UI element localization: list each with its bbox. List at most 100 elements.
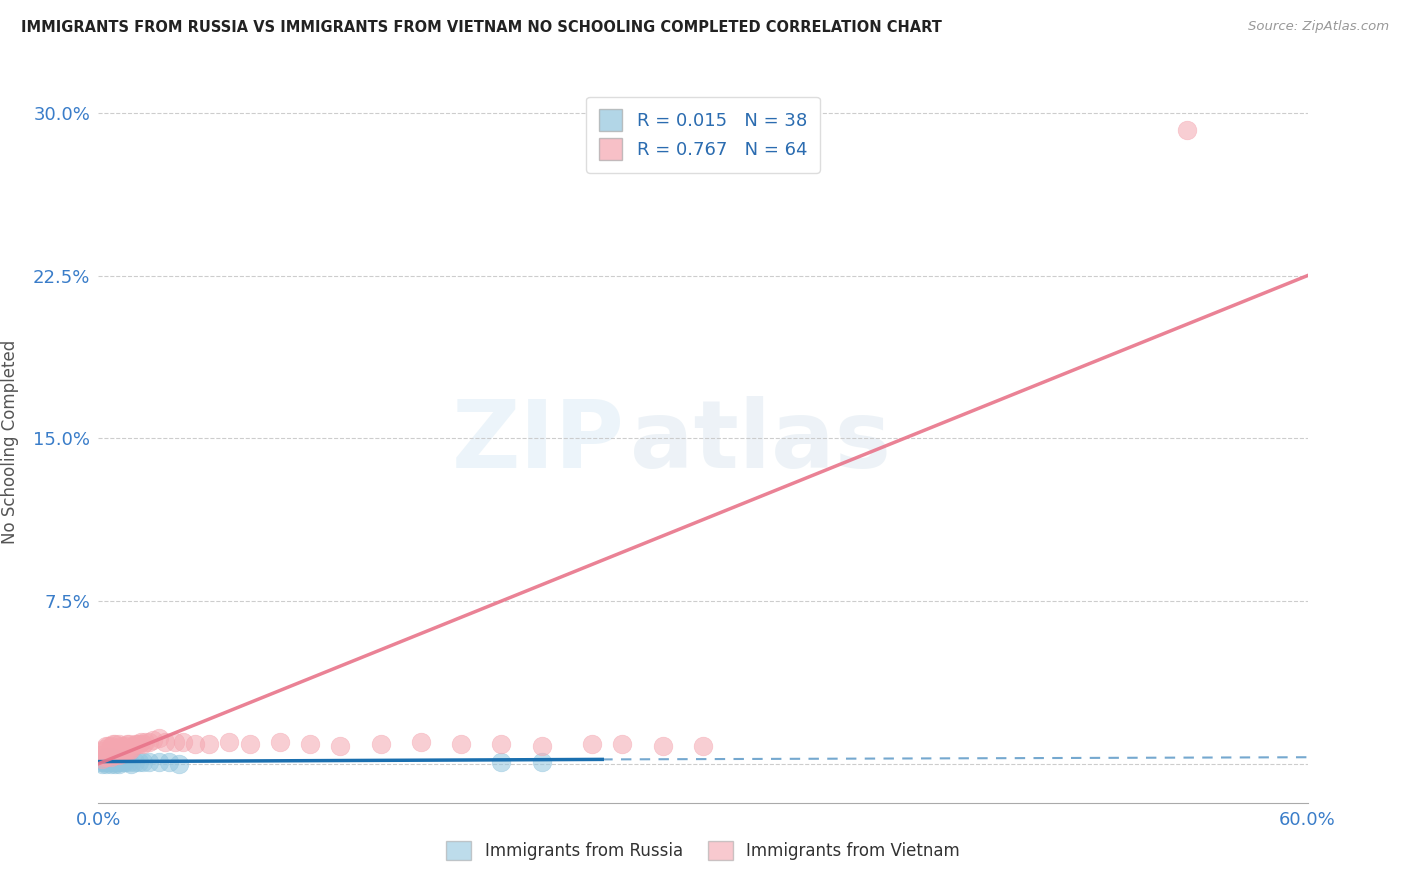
Point (93, 755, 115, 769)
Text: IMMIGRANTS FROM RUSSIA VS IMMIGRANTS FROM VIETNAM NO SCHOOLING COMPLETED CORRELA: IMMIGRANTS FROM RUSSIA VS IMMIGRANTS FRO… (21, 20, 942, 35)
Point (110, 752, 132, 766)
Point (692, 739, 714, 754)
Point (134, 735, 156, 749)
Point (103, 747, 125, 762)
Point (103, 752, 125, 766)
Point (132, 755, 155, 769)
Point (89, 747, 111, 762)
Point (370, 737, 392, 751)
Point (105, 752, 128, 766)
Point (101, 744, 124, 758)
Point (107, 737, 129, 751)
Point (96, 756, 118, 771)
Point (111, 746, 134, 760)
Point (105, 741, 128, 756)
Point (101, 737, 124, 751)
Point (129, 735, 152, 749)
Point (115, 752, 138, 766)
Point (128, 737, 150, 751)
Y-axis label: No Schooling Completed: No Schooling Completed (1, 340, 18, 543)
Point (167, 756, 190, 771)
Point (138, 755, 160, 769)
Point (651, 739, 673, 754)
Point (97, 750, 120, 764)
Point (114, 744, 136, 758)
Point (299, 737, 322, 751)
Point (581, 737, 603, 751)
Point (101, 747, 124, 762)
Point (198, 737, 221, 751)
Point (97, 755, 120, 769)
Point (96, 755, 118, 769)
Point (409, 735, 432, 749)
Point (157, 755, 180, 769)
Point (97, 747, 120, 762)
Point (115, 737, 138, 751)
Point (100, 755, 122, 769)
Point (107, 756, 129, 771)
Point (148, 731, 170, 745)
Point (118, 737, 141, 751)
Point (450, 737, 472, 751)
Point (100, 739, 122, 754)
Point (91, 744, 114, 758)
Point (93, 750, 115, 764)
Point (491, 737, 513, 751)
Point (97, 752, 120, 766)
Point (124, 737, 146, 751)
Point (103, 737, 125, 751)
Point (101, 755, 124, 769)
Point (142, 732, 165, 747)
Point (96, 750, 118, 764)
Point (1175, 123, 1198, 137)
Point (91, 756, 114, 771)
Point (110, 739, 132, 754)
Point (103, 744, 125, 758)
Point (184, 737, 207, 751)
Text: ZIP: ZIP (451, 395, 624, 488)
Point (118, 755, 141, 769)
Point (96, 739, 118, 754)
Point (101, 752, 124, 766)
Point (612, 737, 634, 751)
Point (110, 746, 132, 760)
Point (329, 739, 352, 754)
Point (269, 735, 291, 749)
Text: atlas: atlas (630, 395, 891, 488)
Point (89, 755, 111, 769)
Legend: Immigrants from Russia, Immigrants from Vietnam: Immigrants from Russia, Immigrants from … (440, 834, 966, 867)
Point (103, 755, 125, 769)
Point (239, 737, 262, 751)
Point (111, 755, 134, 769)
Point (491, 755, 513, 769)
Point (138, 735, 160, 749)
Point (148, 755, 170, 769)
Point (120, 741, 142, 756)
Point (100, 750, 122, 764)
Point (107, 755, 129, 769)
Point (172, 735, 194, 749)
Point (163, 735, 186, 749)
Point (218, 735, 240, 749)
Point (91, 752, 114, 766)
Point (115, 744, 138, 758)
Point (530, 739, 553, 754)
Point (153, 735, 176, 749)
Point (96, 750, 118, 764)
Point (105, 746, 128, 760)
Point (93, 741, 115, 756)
Point (107, 747, 129, 762)
Point (105, 755, 128, 769)
Point (93, 752, 115, 766)
Point (120, 756, 142, 771)
Point (100, 750, 122, 764)
Point (97, 739, 120, 754)
Point (128, 755, 150, 769)
Point (100, 746, 122, 760)
Point (121, 739, 143, 754)
Point (124, 755, 146, 769)
Point (91, 752, 114, 766)
Point (103, 756, 125, 771)
Point (114, 755, 136, 769)
Point (132, 737, 155, 751)
